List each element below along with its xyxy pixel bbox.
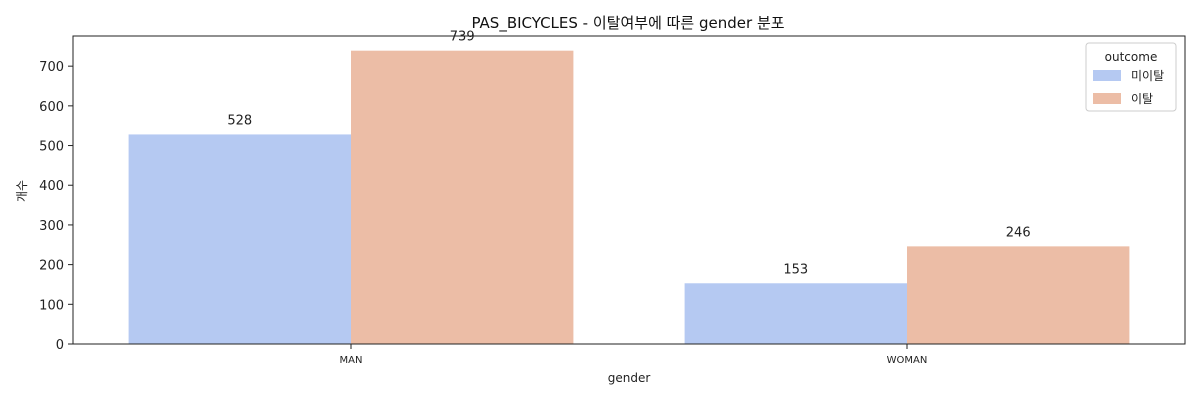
- y-tick-label: 0: [56, 338, 64, 353]
- y-tick-label: 300: [39, 219, 64, 234]
- legend-entry-label: 이탈: [1131, 92, 1153, 106]
- bar-man-1: [351, 50, 574, 344]
- y-tick-label: 700: [39, 60, 64, 75]
- y-tick-label: 200: [39, 259, 64, 274]
- x-tick-label: MAN: [340, 355, 363, 366]
- y-axis-label: 개수: [15, 180, 29, 202]
- y-tick-label: 500: [39, 140, 64, 155]
- data-label: 153: [783, 262, 808, 277]
- axes-layer: MAN WOMAN 0 100 200 300 400 500 600 700: [39, 35, 1186, 366]
- bar-woman-1: [907, 246, 1130, 344]
- legend-entry-label: 미이탈: [1131, 69, 1164, 83]
- x-axis-label: gender: [608, 371, 651, 385]
- x-tick-label: WOMAN: [887, 355, 928, 366]
- data-labels-layer: 528 739 153 246: [227, 30, 1030, 278]
- bars-layer: [128, 50, 1130, 344]
- y-tick-label: 100: [39, 298, 64, 313]
- plot-frame: [72, 35, 1186, 345]
- bar-woman-0: [684, 283, 907, 344]
- data-label: 739: [450, 30, 475, 45]
- bar-man-0: [128, 134, 351, 344]
- y-tick-label: 600: [39, 100, 64, 115]
- legend-swatch: [1093, 93, 1121, 104]
- y-tick-label: 400: [39, 179, 64, 194]
- data-label: 528: [227, 113, 252, 128]
- data-label: 246: [1006, 225, 1031, 240]
- legend-swatch: [1093, 70, 1121, 81]
- legend-title: outcome: [1105, 50, 1158, 64]
- chart-title: PAS_BICYCLES - 이탈여부에 따른 gender 분포: [471, 14, 784, 33]
